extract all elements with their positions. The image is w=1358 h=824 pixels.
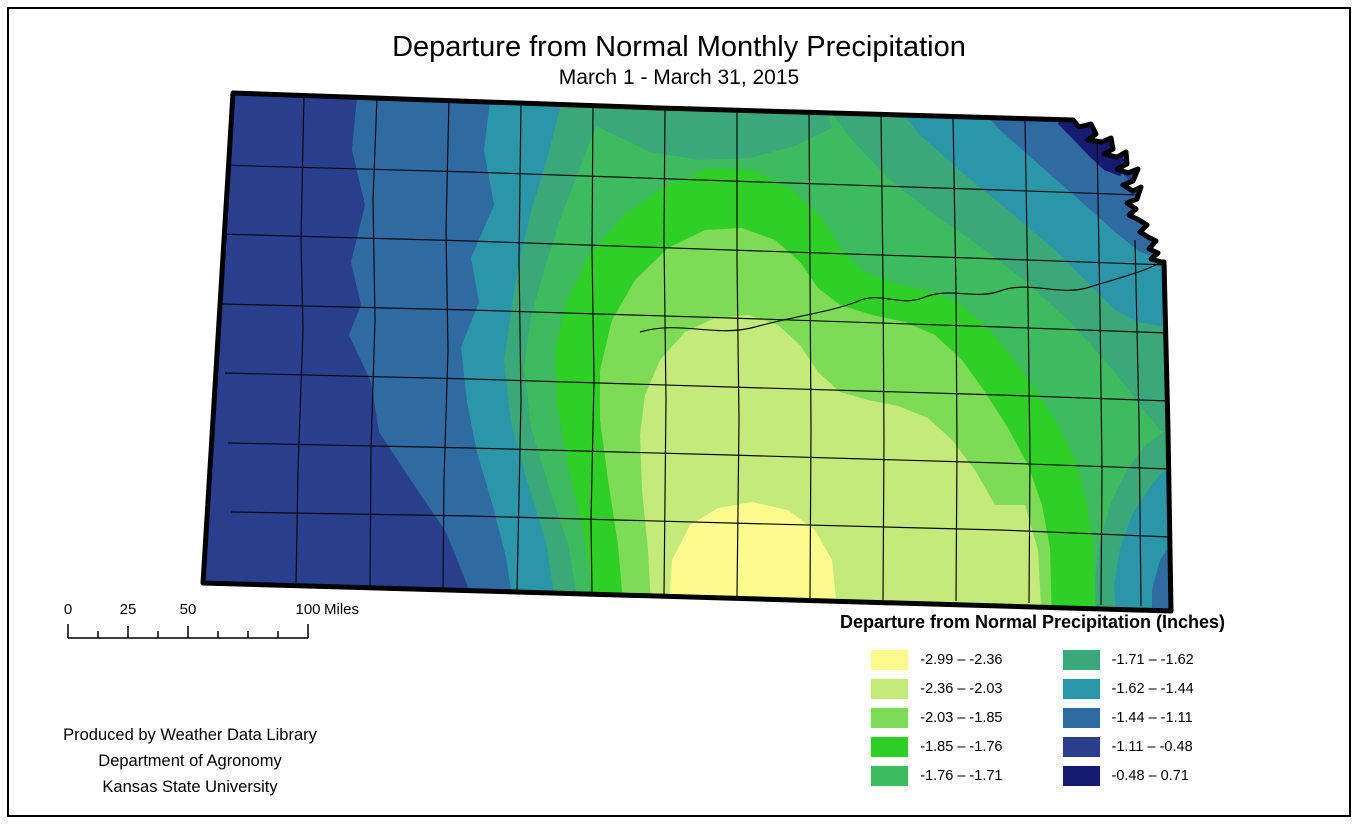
map-frame-border — [7, 7, 1351, 817]
state-outline — [200, 90, 1174, 614]
legend-range-label: -2.36 – -2.03 — [920, 680, 1003, 697]
scale-unit-label: Miles — [324, 601, 359, 618]
scale-bar: 0 25 50 100 Miles — [64, 601, 359, 639]
credits-line-2: Department of Agronomy — [98, 752, 282, 770]
band-navy-northeast-corner — [1058, 112, 1128, 176]
legend-item: -0.48 – 0.71 — [1062, 761, 1194, 790]
legend-swatch — [1062, 736, 1100, 757]
legend-swatch — [871, 765, 909, 786]
legend-item: -1.71 – -1.62 — [1062, 645, 1194, 674]
legend-swatch — [871, 736, 909, 757]
legend-item: -1.62 – -1.44 — [1062, 674, 1194, 703]
legend-column-2: -1.71 – -1.62 -1.62 – -1.44 -1.44 – -1.1… — [1062, 645, 1194, 790]
scale-label-25: 25 — [120, 601, 137, 618]
legend-swatch — [1062, 649, 1100, 670]
legend-range-label: -1.11 – -0.48 — [1111, 738, 1193, 755]
county-boundaries — [215, 94, 1171, 607]
legend-columns: -2.99 – -2.36 -2.36 – -2.03 -2.03 – -1.8… — [795, 645, 1270, 790]
legend: Departure from Normal Precipitation (Inc… — [795, 612, 1270, 790]
title-block: Departure from Normal Monthly Precipitat… — [0, 30, 1358, 92]
legend-range-label: -1.76 – -1.71 — [920, 767, 1003, 784]
legend-range-label: -0.48 – 0.71 — [1111, 767, 1189, 784]
legend-item: -1.85 – -1.76 — [871, 732, 1003, 761]
scale-label-50: 50 — [180, 601, 197, 618]
legend-swatch — [871, 707, 909, 728]
page-title: Departure from Normal Monthly Precipitat… — [392, 31, 966, 63]
legend-range-label: -2.03 – -1.85 — [920, 709, 1003, 726]
credits-line-1: Produced by Weather Data Library — [63, 726, 317, 744]
legend-swatch — [1062, 765, 1100, 786]
legend-title: Departure from Normal Precipitation (Inc… — [839, 612, 1226, 632]
legend-swatch — [871, 649, 909, 670]
legend-range-label: -1.85 – -1.76 — [920, 738, 1003, 755]
legend-range-label: -1.62 – -1.44 — [1111, 680, 1194, 697]
legend-item: -1.76 – -1.71 — [871, 761, 1003, 790]
scale-label-100: 100 — [295, 601, 320, 618]
credits-line-3: Kansas State University — [102, 778, 278, 796]
legend-range-label: -2.99 – -2.36 — [920, 651, 1003, 668]
scale-bar-ticks — [67, 624, 309, 639]
legend-swatch — [1062, 707, 1100, 728]
legend-column-1: -2.99 – -2.36 -2.36 – -2.03 -2.03 – -1.8… — [871, 645, 1003, 790]
scale-label-0: 0 — [64, 601, 72, 618]
legend-item: -1.44 – -1.11 — [1062, 703, 1194, 732]
river-boundary-line — [639, 260, 1164, 333]
legend-swatch — [871, 678, 909, 699]
legend-range-label: -1.71 – -1.62 — [1111, 651, 1194, 668]
legend-item: -2.99 – -2.36 — [871, 645, 1003, 674]
legend-swatch — [1062, 678, 1100, 699]
page-subtitle: March 1 - March 31, 2015 — [558, 66, 800, 89]
legend-item: -2.36 – -2.03 — [871, 674, 1003, 703]
legend-item: -1.11 – -0.48 — [1062, 732, 1194, 761]
contour-bands — [203, 93, 1171, 611]
band-pale-yellow-core — [668, 502, 838, 611]
credits-block: Produced by Weather Data Library Departm… — [28, 722, 352, 800]
legend-item: -2.03 – -1.85 — [871, 703, 1003, 732]
legend-range-label: -1.44 – -1.11 — [1111, 709, 1193, 726]
